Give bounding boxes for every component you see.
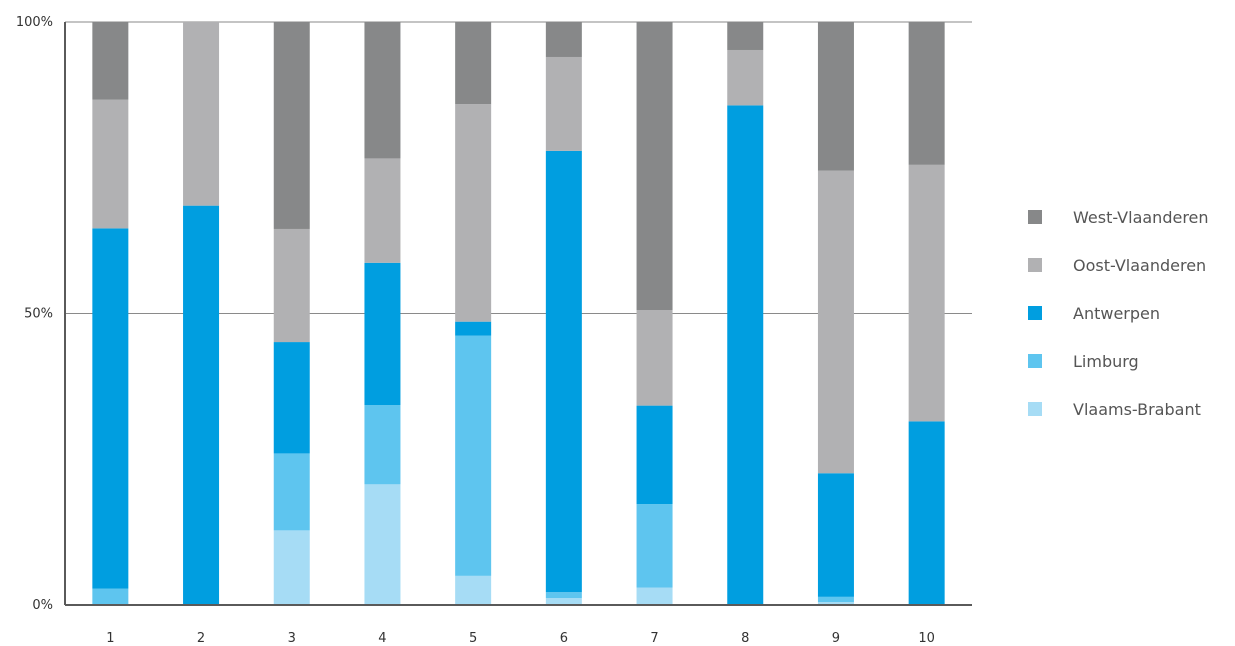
legend-swatch: [1028, 402, 1042, 416]
legend-label: West-Vlaanderen: [1073, 208, 1209, 227]
bar-segment-limburg-4: [364, 405, 401, 485]
bar-segment-west-vlaanderen-10: [908, 22, 945, 165]
legend-item-antwerpen: Antwerpen: [1028, 304, 1160, 323]
bar-segment-oost-vlaanderen-4: [364, 158, 401, 263]
bar-segment-oost-vlaanderen-2: [183, 22, 220, 206]
bar-segment-west-vlaanderen-6: [545, 22, 582, 57]
bar-segment-antwerpen-8: [727, 105, 764, 605]
x-tick-label: 6: [560, 631, 568, 646]
bar-segment-west-vlaanderen-1: [92, 22, 129, 100]
x-tick-labels: 1 2 3 4 5 6 7 8 9 10: [106, 631, 935, 646]
legend-label: Oost-Vlaanderen: [1073, 256, 1206, 275]
y-tick-label: 0%: [32, 598, 53, 613]
bar-segment-vlaams-brabant-3: [273, 530, 310, 605]
legend-swatch: [1028, 210, 1042, 224]
bar-stack-8: [727, 22, 764, 605]
bar-segment-limburg-1: [92, 588, 129, 605]
bar-segment-oost-vlaanderen-8: [727, 49, 764, 106]
bar-segment-antwerpen-6: [545, 150, 582, 593]
x-tick-label: 4: [378, 631, 386, 646]
bars: [92, 22, 945, 605]
legend-item-oost-vlaanderen: Oost-Vlaanderen: [1028, 256, 1206, 275]
bar-segment-west-vlaanderen-4: [364, 22, 401, 159]
bar-segment-west-vlaanderen-8: [727, 22, 764, 50]
legend-swatch: [1028, 258, 1042, 272]
bar-stack-3: [273, 22, 310, 605]
x-tick-label: 1: [106, 631, 114, 646]
bar-segment-antwerpen-1: [92, 228, 129, 589]
bar-segment-antwerpen-5: [455, 321, 492, 336]
bar-stack-1: [92, 22, 129, 605]
bar-segment-oost-vlaanderen-1: [92, 99, 129, 229]
y-tick-labels: 0% 50% 100%: [16, 15, 53, 613]
legend-swatch: [1028, 354, 1042, 368]
bar-segment-antwerpen-9: [817, 473, 854, 597]
bar-segment-limburg-7: [636, 504, 673, 588]
legend: West-Vlaanderen Oost-Vlaanderen Antwerpen L…: [1028, 208, 1209, 419]
axes: [64, 22, 972, 606]
x-tick-label: 2: [197, 631, 205, 646]
bar-segment-vlaams-brabant-5: [455, 575, 492, 605]
legend-label: Limburg: [1073, 352, 1139, 371]
bar-segment-west-vlaanderen-7: [636, 22, 673, 311]
x-tick-label: 9: [832, 631, 840, 646]
bar-stack-2: [183, 22, 220, 605]
bar-segment-oost-vlaanderen-7: [636, 310, 673, 406]
bar-segment-oost-vlaanderen-9: [817, 170, 854, 474]
bar-segment-limburg-9: [817, 596, 854, 603]
bar-segment-oost-vlaanderen-6: [545, 56, 582, 151]
bar-segment-vlaams-brabant-7: [636, 587, 673, 605]
bar-segment-limburg-3: [273, 453, 310, 531]
legend-label: Vlaams-Brabant: [1073, 400, 1201, 419]
bar-segment-west-vlaanderen-9: [817, 22, 854, 171]
y-tick-label: 100%: [16, 15, 53, 30]
x-tick-label: 7: [650, 631, 658, 646]
x-tick-label: 10: [918, 631, 935, 646]
x-tick-label: 3: [288, 631, 296, 646]
bar-segment-limburg-6: [545, 592, 582, 599]
legend-item-west-vlaanderen: West-Vlaanderen: [1028, 208, 1209, 227]
y-tick-label: 50%: [24, 307, 53, 322]
bar-segment-antwerpen-7: [636, 405, 673, 505]
legend-label: Antwerpen: [1073, 304, 1160, 323]
bar-segment-antwerpen-4: [364, 262, 401, 406]
bar-segment-vlaams-brabant-9: [817, 602, 854, 605]
bar-segment-west-vlaanderen-5: [455, 22, 492, 105]
bar-segment-oost-vlaanderen-5: [455, 104, 492, 322]
bar-stack-4: [364, 22, 401, 605]
bar-segment-antwerpen-10: [908, 421, 945, 605]
bar-stack-7: [636, 22, 673, 605]
bar-segment-antwerpen-2: [183, 205, 220, 605]
bar-segment-west-vlaanderen-3: [273, 22, 310, 229]
x-tick-label: 5: [469, 631, 477, 646]
bar-segment-oost-vlaanderen-3: [273, 228, 310, 343]
bar-segment-vlaams-brabant-6: [545, 598, 582, 605]
bar-segment-antwerpen-3: [273, 342, 310, 454]
bar-stack-5: [455, 22, 492, 605]
bar-segment-vlaams-brabant-4: [364, 484, 401, 605]
bar-segment-oost-vlaanderen-10: [908, 164, 945, 422]
bar-stack-10: [908, 22, 945, 605]
bar-stack-9: [817, 22, 854, 605]
legend-item-vlaams-brabant: Vlaams-Brabant: [1028, 400, 1201, 419]
legend-swatch: [1028, 306, 1042, 320]
x-tick-label: 8: [741, 631, 749, 646]
bar-segment-limburg-5: [455, 335, 492, 576]
legend-item-limburg: Limburg: [1028, 352, 1139, 371]
bar-stack-6: [545, 22, 582, 605]
